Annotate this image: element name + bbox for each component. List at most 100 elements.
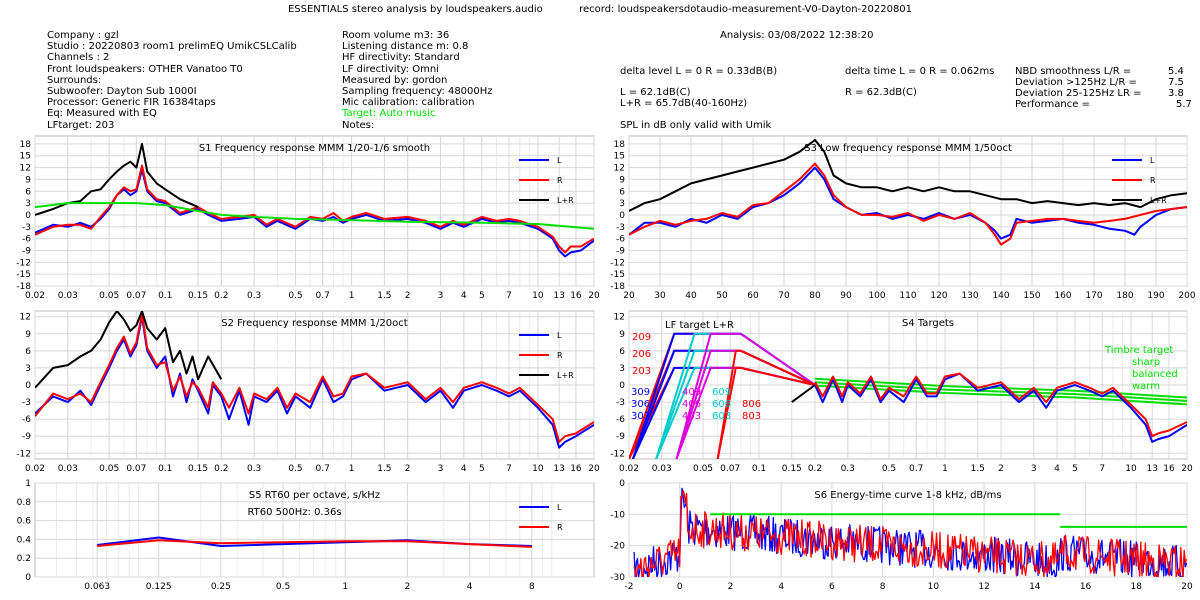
y-tick-label: 6 [25, 187, 31, 197]
legend-label: R [557, 176, 563, 185]
y-tick-label: 0 [619, 211, 625, 221]
x-tick-label: -2 [625, 582, 634, 592]
x-tick-label: 2 [405, 582, 411, 592]
target-code-label: 606 [712, 399, 731, 410]
series-lpr [35, 142, 199, 216]
x-tick-label: 0.3 [247, 464, 261, 474]
info-left-line: Channels : 2 [47, 52, 110, 64]
x-tick-label: 0.063 [84, 582, 110, 592]
chart-title: S2 Frequency response MMM 1/20oct [221, 318, 407, 329]
y-tick-label: 3 [25, 364, 31, 374]
target-code-label: 303 [631, 411, 650, 422]
x-tick-label: 4 [461, 291, 467, 301]
target-code-label: 403 [682, 411, 701, 422]
x-tick-label: 7 [1099, 464, 1105, 474]
series-r [97, 539, 532, 548]
y-tick-label: 12 [20, 313, 31, 323]
chart-S1: 0.02 0.03 0.05 0.07 0.1 0.15 0.2 0.3 0.5 0.7 1 1.5 2… [16, 135, 600, 301]
x-tick-label: 0.5 [288, 464, 302, 474]
y-tick-label: 6 [25, 347, 31, 357]
x-tick-label: 0.5 [276, 582, 290, 592]
target-mode: Target: Auto music [342, 108, 436, 120]
lf-target-ramp [675, 332, 741, 459]
y-tick-label: -20 [610, 542, 625, 552]
y-tick-label: 9 [619, 175, 625, 185]
x-tick-label: 1 [942, 464, 948, 474]
x-tick-label: 0.125 [146, 582, 172, 592]
legend-label: L [557, 503, 562, 512]
target-code-label: 409 [682, 387, 701, 398]
x-tick-label: 1 [342, 582, 348, 592]
timbre-target-line [814, 377, 1187, 399]
lf-target-rolloff [740, 332, 816, 386]
y-tick-label: 0 [619, 479, 625, 489]
x-tick-label: 2 [405, 464, 411, 474]
x-tick-label: 7 [506, 464, 512, 474]
x-tick-label: 0.07 [126, 291, 146, 301]
info-left-line: Subwoofer: Dayton Sub 1000I [47, 86, 197, 98]
x-tick-label: 0.1 [158, 291, 172, 301]
x-tick-label: 0.02 [25, 464, 45, 474]
info-mid-line: Measured by: gordon [342, 74, 448, 86]
report-title: ESSENTIALS stereo analysis by loudspeake… [0, 4, 1200, 15]
x-tick-label: 0.02 [619, 464, 639, 474]
x-tick-label: 1.5 [971, 464, 985, 474]
x-tick-label: 0.25 [211, 582, 231, 592]
chart-annotation: RT60 500Hz: 0.36s [247, 507, 341, 518]
x-tick-label: 2 [405, 291, 411, 301]
target-code-label: 803 [742, 411, 761, 422]
y-tick-label: 12 [614, 164, 625, 174]
target-code-label: 209 [632, 332, 651, 343]
x-tick-label: 60 [747, 291, 759, 301]
x-tick-label: 0.03 [58, 291, 78, 301]
x-tick-label: 0.03 [652, 464, 672, 474]
y-tick-label: 0.6 [17, 517, 32, 527]
delta-level: delta level L = 0 R = 0.33dB(B) [620, 66, 778, 77]
metric-value: 5.4 [1168, 66, 1184, 77]
series-group [629, 332, 1187, 459]
x-tick-label: 170 [1085, 291, 1102, 301]
x-tick-label: 13 [553, 464, 564, 474]
x-tick-label: 90 [840, 291, 852, 301]
legend-label: L [1150, 156, 1155, 165]
x-tick-label: 16 [570, 464, 582, 474]
chart-title: S4 Targets [902, 318, 954, 329]
x-tick-label: 18 [1131, 582, 1143, 592]
chart-title: S6 Energy-time curve 1-8 kHz, dB/ms [814, 490, 1001, 501]
info-left-line: Studio : 20220803 room1 prelimEQ UmikCSL… [47, 41, 297, 53]
x-tick-label: 30 [654, 291, 666, 301]
y-tick-label: -15 [610, 270, 625, 280]
lf-target-ramp [716, 349, 741, 459]
chart-S3: 20 30 40 50 60 70 80 90 100 110 120 130 140 150 160 170… [610, 135, 1196, 301]
plot-frame [34, 135, 595, 287]
y-tick-label: 15 [20, 152, 31, 162]
target-code-label: 406 [682, 399, 701, 410]
y-tick-label: 9 [25, 330, 31, 340]
y-tick-label: 12 [614, 313, 625, 323]
y-tick-label: 15 [614, 152, 625, 162]
y-tick-label: -18 [610, 282, 625, 292]
etc-series-r [633, 490, 1187, 577]
y-tick-label: 9 [619, 330, 625, 340]
y-tick-label: -3 [616, 398, 625, 408]
metric-value: 7.5 [1168, 77, 1184, 88]
info-left-line: Surrounds: [47, 74, 102, 86]
x-tick-label: 0.07 [126, 464, 146, 474]
x-tick-label: 3 [1031, 464, 1037, 474]
y-tick-label: -3 [22, 223, 31, 233]
info-left-line: Company : gzl [47, 30, 119, 41]
x-tick-label: 4 [467, 582, 473, 592]
x-tick-label: 40 [685, 291, 697, 301]
legend-label: R [1150, 176, 1156, 185]
series-target [35, 202, 594, 230]
x-tick-label: 150 [1023, 291, 1040, 301]
lf-target-ramp [716, 366, 741, 459]
lf-target-black [791, 384, 816, 403]
x-tick-label: 0.3 [841, 464, 855, 474]
y-tick-label: 18 [20, 140, 32, 150]
x-tick-label: 180 [1116, 291, 1133, 301]
target-code-label: 603 [712, 411, 731, 422]
x-tick-label: 5 [479, 291, 485, 301]
x-tick-label: 20 [1181, 582, 1193, 592]
